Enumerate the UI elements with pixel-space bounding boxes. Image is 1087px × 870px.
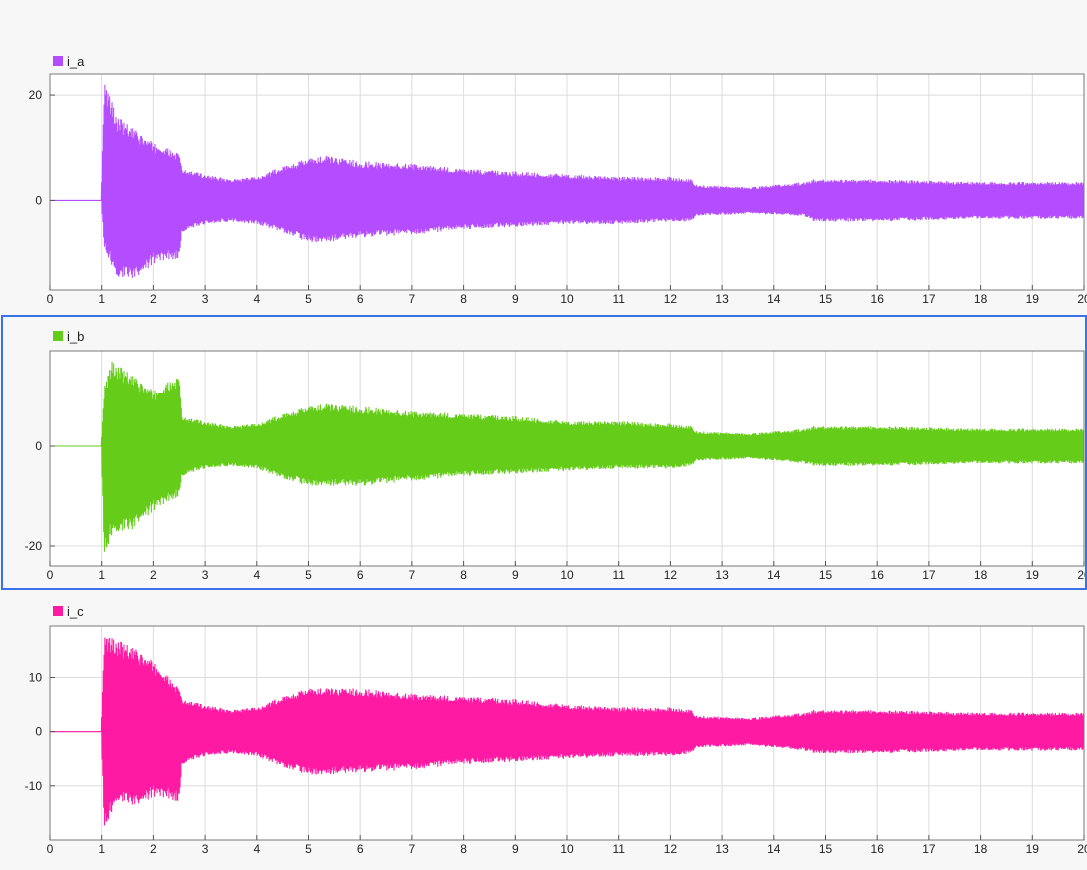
signal-trace-i-c — [50, 637, 1085, 826]
x-tick-label: 12 — [664, 842, 678, 856]
x-tick-label: 3 — [202, 568, 209, 582]
x-tick-label: 0 — [47, 292, 54, 306]
x-tick-label: 15 — [819, 292, 833, 306]
x-tick-label: 1 — [98, 842, 105, 856]
x-tick-label: 20 — [1077, 842, 1087, 856]
axes-3[interactable]: 01234567891011121314151617181920-10010i_… — [25, 604, 1087, 856]
legend-swatch — [53, 56, 63, 66]
x-tick-label: 13 — [715, 568, 729, 582]
x-tick-label: 3 — [202, 842, 209, 856]
signal-trace-i-b — [50, 361, 1085, 552]
legend-label: i_b — [67, 329, 84, 344]
x-tick-label: 9 — [512, 842, 519, 856]
x-tick-label: 19 — [1026, 568, 1040, 582]
y-tick-label: 10 — [29, 670, 43, 684]
x-tick-label: 8 — [460, 568, 467, 582]
x-tick-label: 7 — [409, 568, 416, 582]
x-tick-label: 17 — [922, 292, 936, 306]
x-tick-label: 5 — [305, 568, 312, 582]
legend-label: i_a — [67, 54, 85, 69]
x-tick-label: 17 — [922, 842, 936, 856]
x-tick-label: 6 — [357, 292, 364, 306]
x-tick-label: 14 — [767, 842, 781, 856]
x-tick-label: 8 — [460, 292, 467, 306]
x-tick-label: 19 — [1026, 292, 1040, 306]
y-tick-label: -20 — [25, 539, 43, 553]
x-tick-label: 20 — [1077, 568, 1087, 582]
x-tick-label: 0 — [47, 568, 54, 582]
x-tick-label: 18 — [974, 842, 988, 856]
x-tick-label: 7 — [409, 842, 416, 856]
y-tick-label: -10 — [25, 779, 43, 793]
x-tick-label: 11 — [612, 842, 625, 856]
x-tick-label: 18 — [974, 568, 988, 582]
x-tick-label: 14 — [767, 568, 781, 582]
x-tick-label: 6 — [357, 842, 364, 856]
x-tick-label: 3 — [202, 292, 209, 306]
x-tick-label: 15 — [819, 842, 833, 856]
x-tick-label: 12 — [664, 292, 678, 306]
legend-swatch — [53, 331, 63, 341]
x-tick-label: 13 — [715, 842, 729, 856]
x-tick-label: 0 — [47, 842, 54, 856]
y-tick-label: 0 — [35, 725, 42, 739]
signal-trace-i-a — [50, 84, 1085, 278]
y-tick-label: 20 — [29, 88, 43, 102]
x-tick-label: 9 — [512, 568, 519, 582]
x-tick-label: 11 — [612, 292, 625, 306]
x-tick-label: 10 — [560, 292, 574, 306]
x-tick-label: 1 — [98, 568, 105, 582]
x-tick-label: 18 — [974, 292, 988, 306]
legend-label: i_c — [67, 604, 84, 619]
x-tick-label: 2 — [150, 568, 157, 582]
x-tick-label: 7 — [409, 292, 416, 306]
x-tick-label: 16 — [871, 568, 885, 582]
x-tick-label: 11 — [612, 568, 625, 582]
x-tick-label: 6 — [357, 568, 364, 582]
x-tick-label: 2 — [150, 842, 157, 856]
x-tick-label: 13 — [715, 292, 729, 306]
legend-swatch — [53, 606, 63, 616]
x-tick-label: 20 — [1077, 292, 1087, 306]
x-tick-label: 2 — [150, 292, 157, 306]
x-tick-label: 4 — [253, 842, 260, 856]
x-tick-label: 5 — [305, 842, 312, 856]
x-tick-label: 15 — [819, 568, 833, 582]
axes-1[interactable]: 01234567891011121314151617181920020i_a — [29, 54, 1087, 306]
x-tick-label: 4 — [253, 568, 260, 582]
x-tick-label: 16 — [871, 842, 885, 856]
x-tick-label: 17 — [922, 568, 936, 582]
y-tick-label: 0 — [35, 193, 42, 207]
x-tick-label: 14 — [767, 292, 781, 306]
x-tick-label: 19 — [1026, 842, 1040, 856]
x-tick-label: 9 — [512, 292, 519, 306]
x-tick-label: 5 — [305, 292, 312, 306]
x-tick-label: 1 — [98, 292, 105, 306]
x-tick-label: 4 — [253, 292, 260, 306]
x-tick-label: 8 — [460, 842, 467, 856]
x-tick-label: 10 — [560, 568, 574, 582]
x-tick-label: 12 — [664, 568, 678, 582]
x-tick-label: 16 — [871, 292, 885, 306]
y-tick-label: 0 — [35, 439, 42, 453]
x-tick-label: 10 — [560, 842, 574, 856]
